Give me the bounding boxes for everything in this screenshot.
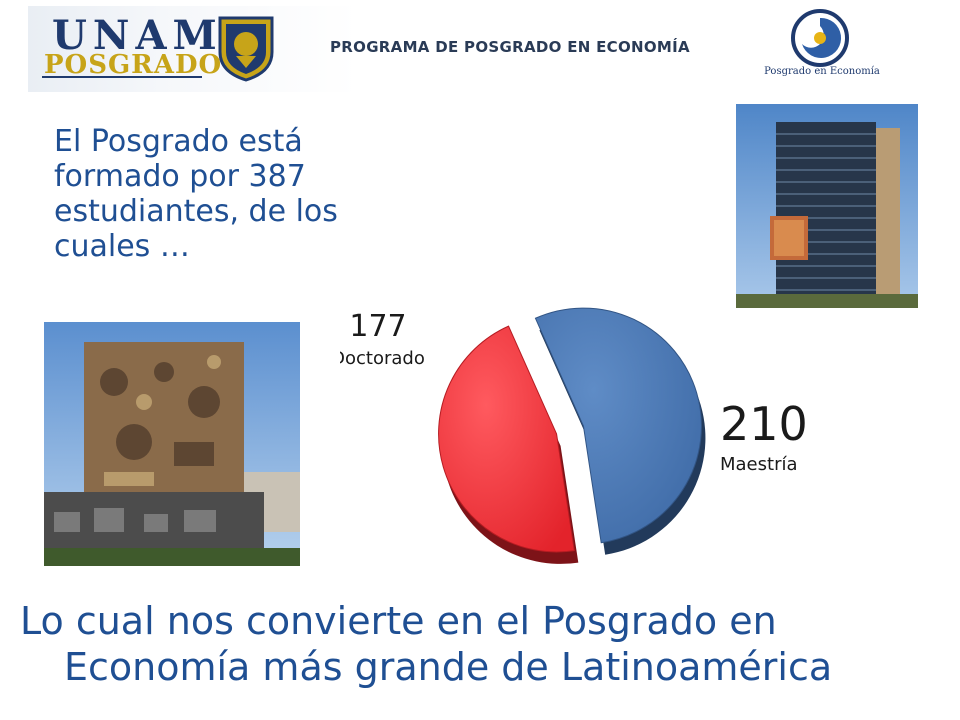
building-photo [736, 104, 918, 308]
intro-text: El Posgrado está formado por 387 estudia… [54, 124, 338, 264]
maestria-value-label: 210 [720, 397, 808, 451]
doctorado-name-label: Doctorado [340, 348, 425, 369]
pie-slice-maestria-face [534, 307, 702, 544]
right-logo-caption: Posgrado en Economía [764, 66, 880, 77]
doctorado-value-label: 177 [349, 309, 406, 344]
pie-slice-doctorado [438, 325, 579, 564]
logo-underline [42, 76, 202, 78]
logo-unam-text: UNAM [52, 12, 223, 59]
conclusion-line-1: Lo cual nos convierte en el Posgrado en [20, 599, 777, 643]
logo-posgrado-text: POSGRADO [44, 50, 223, 80]
library-photo [44, 322, 300, 566]
unam-shield-icon [218, 16, 274, 82]
program-title: PROGRAMA DE POSGRADO EN ECONOMÍA [330, 38, 690, 56]
maestria-name-label: Maestría [720, 454, 798, 475]
posgrado-economia-logo-icon [791, 9, 849, 67]
pie-slice-maestria [534, 307, 706, 555]
pie-slice-doctorado-face [438, 325, 575, 553]
conclusion-line-2: Economía más grande de Latinoamérica [64, 645, 833, 689]
pie-chart: 177 Doctorado 210 Maestría [340, 307, 808, 564]
conclusion-text: Lo cual nos convierte en el Posgrado en … [20, 598, 950, 690]
